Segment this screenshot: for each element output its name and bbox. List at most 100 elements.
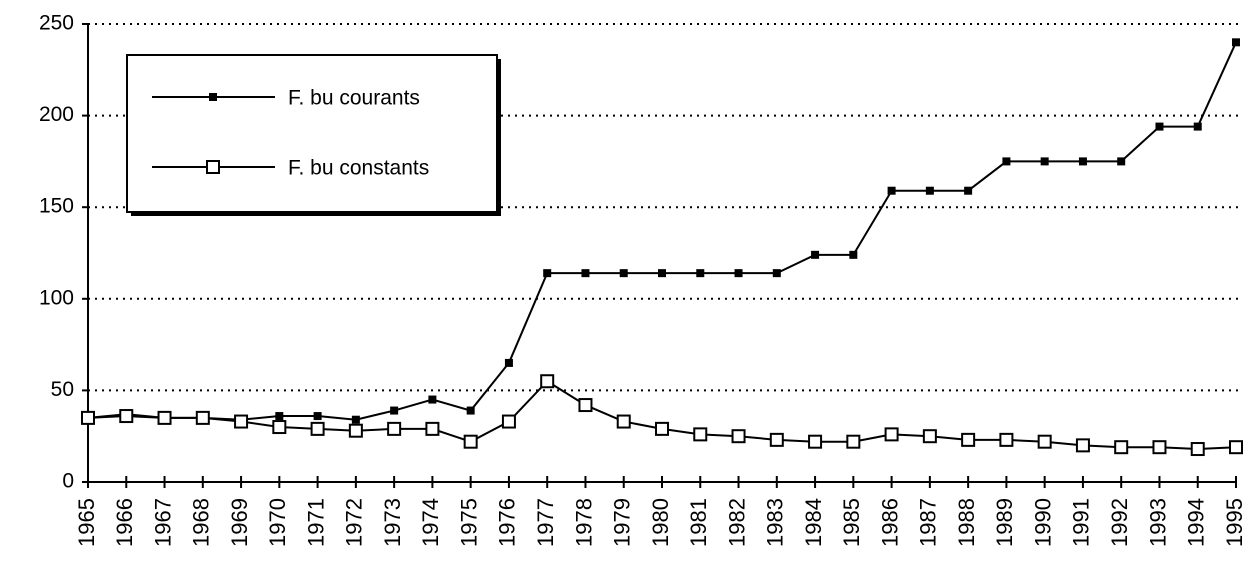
point (463, 434, 478, 449)
legend-label: F. bu constants (288, 157, 429, 180)
point (1229, 440, 1243, 455)
point (310, 421, 325, 436)
point (157, 410, 172, 425)
series-line (87, 379, 1237, 451)
x-tick-label: 1980 (648, 498, 673, 547)
point (1037, 434, 1052, 449)
legend-label: F. bu courants (288, 87, 420, 110)
point (390, 406, 399, 415)
x-tick-label: 1970 (265, 498, 290, 547)
x-tick-label: 1992 (1107, 498, 1132, 547)
point (961, 432, 976, 447)
point (466, 406, 475, 415)
point (543, 269, 552, 278)
x-tick-label: 1967 (150, 498, 175, 547)
point (578, 398, 593, 413)
point (1040, 157, 1049, 166)
x-tick-label: 1971 (303, 498, 328, 547)
point (234, 414, 249, 429)
point (849, 250, 858, 259)
point (808, 434, 823, 449)
point (351, 415, 360, 424)
y-tick-label: 0 (62, 470, 74, 493)
x-tick-label: 1985 (839, 498, 864, 547)
x-tick-label: 1994 (1184, 498, 1209, 547)
point (769, 432, 784, 447)
point (731, 429, 746, 444)
x-tick-label: 1978 (571, 498, 596, 547)
x-tick-label: 1989 (992, 498, 1017, 547)
point (772, 269, 781, 278)
y-tick-label: 150 (39, 195, 74, 218)
x-tick-label: 1968 (189, 498, 214, 547)
point (1232, 38, 1240, 47)
point (693, 427, 708, 442)
point (616, 414, 631, 429)
y-tick-label: 250 (39, 12, 74, 35)
legend: F. bu courants F. bu constants (126, 54, 501, 216)
point (999, 432, 1014, 447)
point (1078, 157, 1087, 166)
x-tick-label: 1981 (686, 498, 711, 547)
x-tick-label: 1990 (1030, 498, 1055, 547)
point (925, 186, 934, 195)
point (428, 395, 437, 404)
point (119, 409, 134, 424)
point (275, 412, 284, 421)
point (1114, 440, 1129, 455)
point (734, 269, 743, 278)
point (206, 160, 220, 174)
x-tick-label: 1965 (74, 498, 99, 547)
point (887, 186, 896, 195)
point (425, 421, 440, 436)
x-tick-label: 1976 (495, 498, 520, 547)
point (501, 414, 516, 429)
x-tick-label: 1979 (610, 498, 635, 547)
series (81, 374, 1243, 457)
x-tick-label: 1982 (724, 498, 749, 547)
x-tick-label: 1977 (533, 498, 558, 547)
point (922, 429, 937, 444)
point (1155, 122, 1164, 131)
x-tick-label: 1995 (1222, 498, 1247, 547)
x-tick-label: 1987 (916, 498, 941, 547)
x-tick-label: 1986 (877, 498, 902, 547)
point (846, 434, 861, 449)
y-tick-label: 200 (39, 103, 74, 126)
point (655, 421, 669, 436)
point (1117, 157, 1126, 166)
legend-box (126, 54, 498, 213)
point (884, 427, 899, 442)
point (209, 93, 217, 101)
y-tick-label: 100 (39, 286, 74, 309)
point (1075, 438, 1090, 453)
point (658, 269, 666, 278)
point (195, 410, 210, 425)
x-tick-label: 1974 (418, 498, 443, 547)
x-tick-label: 1966 (112, 498, 137, 547)
point (619, 269, 628, 278)
point (81, 410, 95, 425)
point (540, 374, 555, 389)
y-tick-label: 50 (51, 378, 74, 401)
point (1152, 440, 1167, 455)
x-tick-label: 1988 (954, 498, 979, 547)
x-tick-label: 1972 (342, 498, 367, 547)
x-tick-label: 1973 (380, 498, 405, 547)
x-tick-label: 1975 (456, 498, 481, 547)
point (272, 420, 287, 435)
point (1002, 157, 1011, 166)
x-tick-label: 1983 (763, 498, 788, 547)
point (811, 250, 820, 259)
point (313, 412, 322, 421)
point (387, 421, 402, 436)
point (696, 269, 705, 278)
point (348, 423, 363, 438)
point (1190, 442, 1205, 457)
x-tick-label: 1991 (1069, 498, 1094, 547)
point (504, 358, 513, 367)
x-tick-label: 1993 (1145, 498, 1170, 547)
x-tick-label: 1984 (801, 498, 826, 547)
